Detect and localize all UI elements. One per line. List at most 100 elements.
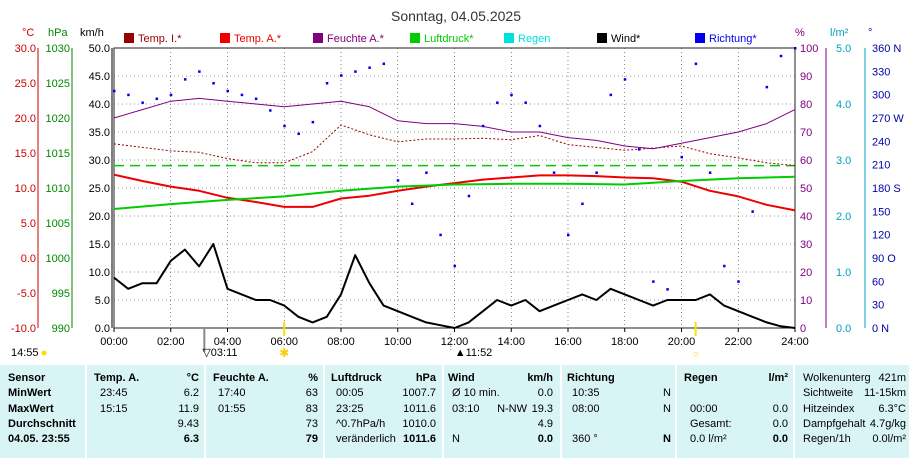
- dir-tick-label: 60: [872, 276, 884, 288]
- regen-value: 0.0: [772, 433, 788, 446]
- series-richtung-point: [609, 93, 613, 97]
- wind-unit: km/h: [527, 372, 553, 384]
- temp-header: Temp. A.: [94, 372, 140, 384]
- series-richtung-point: [510, 93, 513, 97]
- time-markers: 14:55 ▽03:11 ✱ ▲11:52 ○: [11, 322, 699, 360]
- extra-value: 0.0l/m²: [872, 433, 906, 446]
- wind-tick-label: 15.0: [89, 239, 110, 251]
- series-richtung-point: [382, 62, 386, 66]
- legend-swatch: [124, 33, 134, 43]
- x-tick-label: 20:00: [668, 336, 696, 348]
- sunrise-icon: ✱: [279, 346, 289, 360]
- pct-tick-label: 40: [800, 211, 812, 223]
- temp-value: 9.43: [177, 417, 199, 430]
- luftdruck-value: 1010.0: [402, 417, 436, 430]
- luftdruck-value: 1011.6: [402, 433, 436, 446]
- series-richtung-point: [737, 280, 740, 283]
- pct-tick-label: 70: [800, 127, 812, 139]
- temp-tick-label: 25.0: [15, 78, 36, 90]
- table-panel: [795, 365, 909, 458]
- dir-tick-label: 270 W: [872, 113, 904, 125]
- pct-tick-label: 50: [800, 183, 812, 195]
- x-tick-label: 00:00: [100, 336, 128, 348]
- series-richtung-point: [354, 70, 357, 73]
- luftdruck-value: 1007.7: [402, 387, 436, 400]
- legend-swatch: [597, 33, 607, 43]
- hpa-tick-label: 1000: [46, 253, 70, 265]
- richtung-time: 08:00: [572, 402, 600, 415]
- wind-tick-label: 40.0: [89, 99, 110, 111]
- weather-chart: Sonntag, 04.05.2025 Temp. I.* Temp. A.* Fe…: [11, 8, 904, 360]
- extra-label: Dampfgehalt: [803, 417, 866, 430]
- rain-time-label: ▲11:52: [455, 347, 493, 359]
- extra-label: Hitzeindex: [803, 402, 855, 415]
- feuchte-time: 01:55: [218, 402, 246, 415]
- feuchte-header: Feuchte A.: [213, 372, 269, 384]
- series-richtung-point: [751, 210, 754, 213]
- legend-label: Richtung*: [709, 33, 757, 45]
- wind-tick-label: 5.0: [95, 295, 110, 307]
- rain-tick-label: 5.0: [836, 43, 851, 55]
- temp-time: 15:15: [100, 402, 128, 415]
- series-richtung-point: [666, 288, 669, 291]
- luftdruck-time: 00:05: [336, 387, 364, 400]
- series-richtung-point: [708, 171, 712, 174]
- feuchte-value: 73: [305, 417, 318, 430]
- series-richtung-point: [127, 93, 130, 97]
- rain-tick-label: 3.0: [836, 155, 851, 167]
- feuchte-value: 79: [305, 433, 318, 446]
- extra-label: Sichtweite: [803, 387, 854, 400]
- series-richtung-point: [794, 47, 797, 50]
- table-panel: [325, 365, 442, 458]
- series-richtung-point: [340, 74, 343, 77]
- series-richtung-point: [538, 124, 542, 128]
- x-tick-label: 22:00: [724, 336, 752, 348]
- table-panel: [87, 365, 204, 458]
- feuchte-value: 83: [305, 402, 318, 415]
- axis-labels: °C hPa km/h% l/m² ° 30.0 25.0 20.0 15.0 10.0 5.0 0.…: [11, 27, 904, 335]
- series-richtung-point: [552, 171, 556, 174]
- table-panel: [677, 365, 793, 458]
- extra-value: 6.3°C: [878, 402, 906, 415]
- temp-tick-label: 0.0: [21, 253, 36, 265]
- series-richtung-point: [723, 264, 726, 268]
- temp-tick-label: 15.0: [15, 148, 36, 160]
- series-richtung-point: [212, 82, 215, 85]
- sensor-header: Sensor: [8, 372, 46, 384]
- unit-pct: %: [795, 27, 805, 39]
- extra-label: Wolkenunterg: [803, 372, 871, 384]
- richtung-time: 10:35: [572, 387, 600, 400]
- pct-tick-label: 60: [800, 155, 812, 167]
- series-richtung-point: [567, 233, 570, 237]
- temp-tick-label: 10.0: [15, 183, 36, 195]
- x-tick-label: 18:00: [611, 336, 639, 348]
- regen-value: 0.0: [772, 417, 788, 430]
- dir-tick-label: 90 O: [872, 253, 896, 265]
- extra-label: Regen/1h: [803, 433, 851, 446]
- pct-tick-label: 30: [800, 239, 812, 251]
- summary-table: Sensor MinWert MaxWert Durchschnitt 04.05. 2…: [0, 365, 909, 460]
- chart-legend: Temp. I.* Temp. A.* Feuchte A.* Luftdruck* R…: [124, 33, 757, 45]
- legend-label: Wind*: [611, 33, 641, 45]
- series-richtung-point: [439, 233, 442, 237]
- table-panel: [562, 365, 675, 458]
- temp-tick-label: 20.0: [15, 113, 36, 125]
- series-luftdruck-line: [113, 175, 796, 210]
- series-richtung-point: [254, 97, 258, 101]
- series-richtung-point: [311, 120, 315, 124]
- wind-tick-label: 10.0: [89, 267, 110, 279]
- luftdruck-time: ^0.7hPa/h: [336, 417, 386, 430]
- luftdruck-time: veränderlich: [336, 433, 396, 446]
- extra-value: 4.7g/kg: [869, 417, 906, 430]
- x-tick-label: 12:00: [441, 336, 469, 348]
- regen-time: Gesamt:: [690, 417, 732, 430]
- chart-grid: 00:00 02:00 04:00 06:00 08:00 10:00 12:00 14:00…: [100, 47, 809, 348]
- pct-tick-label: 80: [800, 99, 812, 111]
- feuchte-time: 17:40: [218, 387, 246, 400]
- series-richtung-point: [240, 93, 244, 97]
- series-richtung-point: [496, 101, 499, 104]
- series-richtung-point: [396, 179, 400, 182]
- richtung-value: N: [663, 402, 671, 415]
- wind-tick-label: 45.0: [89, 71, 110, 83]
- luftdruck-value: 1011.6: [403, 402, 436, 415]
